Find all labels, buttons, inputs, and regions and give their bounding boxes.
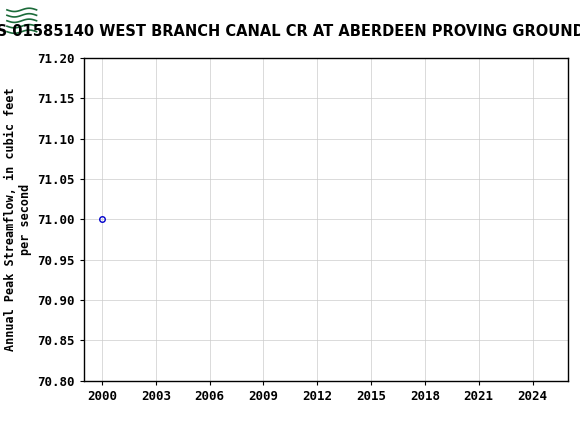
Y-axis label: Annual Peak Streamflow, in cubic feet
per second: Annual Peak Streamflow, in cubic feet pe… <box>4 87 32 351</box>
Bar <box>6 3 38 35</box>
Text: USGS: USGS <box>41 9 109 29</box>
Text: USGS 01585140 WEST BRANCH CANAL CR AT ABERDEEN PROVING GROUND,MD: USGS 01585140 WEST BRANCH CANAL CR AT AB… <box>0 24 580 39</box>
